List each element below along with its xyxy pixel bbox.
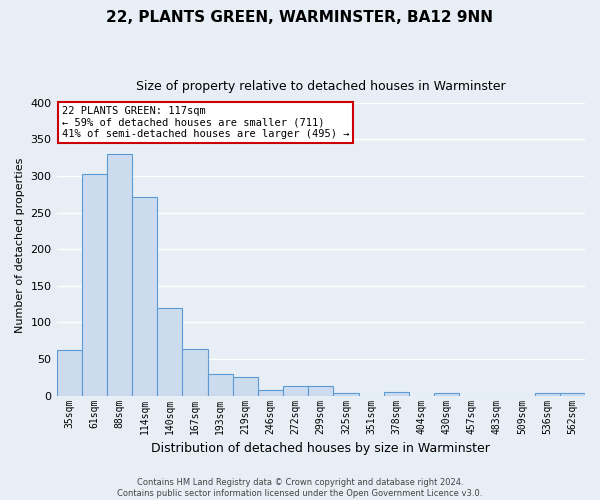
Bar xyxy=(258,390,283,396)
Bar xyxy=(208,374,233,396)
Text: Contains HM Land Registry data © Crown copyright and database right 2024.
Contai: Contains HM Land Registry data © Crown c… xyxy=(118,478,482,498)
X-axis label: Distribution of detached houses by size in Warminster: Distribution of detached houses by size … xyxy=(151,442,490,455)
Bar xyxy=(535,392,560,396)
Bar xyxy=(434,392,459,396)
Bar xyxy=(182,349,208,396)
Bar xyxy=(334,392,359,396)
Bar xyxy=(82,174,107,396)
Bar xyxy=(132,196,157,396)
Bar xyxy=(157,308,182,396)
Title: Size of property relative to detached houses in Warminster: Size of property relative to detached ho… xyxy=(136,80,506,93)
Bar xyxy=(283,386,308,396)
Y-axis label: Number of detached properties: Number of detached properties xyxy=(15,158,25,334)
Text: 22 PLANTS GREEN: 117sqm
← 59% of detached houses are smaller (711)
41% of semi-d: 22 PLANTS GREEN: 117sqm ← 59% of detache… xyxy=(62,106,349,140)
Bar xyxy=(383,392,409,396)
Bar xyxy=(56,350,82,396)
Bar xyxy=(233,378,258,396)
Bar xyxy=(560,392,585,396)
Bar xyxy=(107,154,132,396)
Bar xyxy=(308,386,334,396)
Text: 22, PLANTS GREEN, WARMINSTER, BA12 9NN: 22, PLANTS GREEN, WARMINSTER, BA12 9NN xyxy=(107,10,493,25)
